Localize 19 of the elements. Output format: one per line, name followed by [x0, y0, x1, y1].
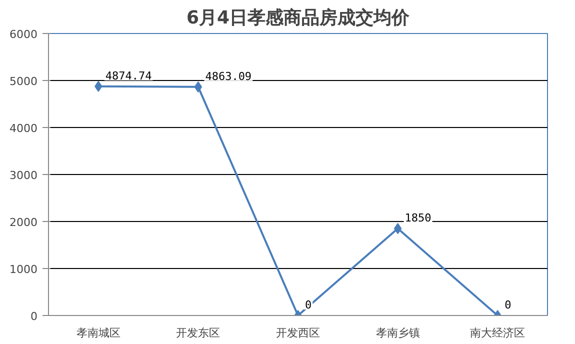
y-tick-label: 0 [30, 310, 38, 323]
y-tick-label: 4000 [10, 122, 38, 135]
point [194, 81, 202, 92]
x-tick-label: 孝南城区 [76, 326, 120, 340]
x-tick-label: 孝南乡镇 [376, 326, 420, 340]
data-label: 4874.74 [105, 69, 152, 82]
data-label: 0 [504, 298, 512, 312]
y-tick-label: 3000 [10, 169, 38, 182]
x-tick-label: 南大经济区 [470, 326, 526, 340]
data-label: 0 [305, 298, 312, 312]
y-tick-label: 1000 [10, 263, 38, 276]
x-tick-label: 开发西区 [276, 326, 320, 340]
data-label: 4863.09 [205, 70, 252, 83]
y-tick-label: 5000 [10, 75, 38, 88]
chart-title: 6月4日孝感商品房成交均价 [186, 8, 411, 28]
y-tick-label: 2000 [10, 216, 38, 229]
data-label: 1850 [404, 212, 432, 225]
x-tick-label: 开发东区 [176, 326, 220, 340]
y-tick-label: 6000 [10, 28, 38, 41]
